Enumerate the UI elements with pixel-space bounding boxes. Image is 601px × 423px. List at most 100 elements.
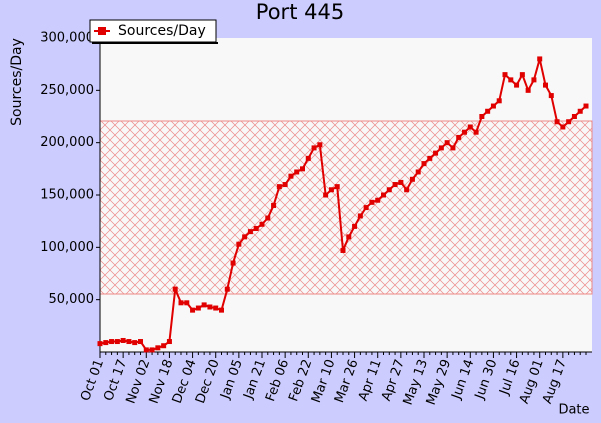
point xyxy=(444,140,450,146)
point xyxy=(195,305,201,311)
point xyxy=(126,339,132,345)
point xyxy=(230,260,236,266)
point xyxy=(566,119,572,125)
point xyxy=(97,341,103,347)
point xyxy=(340,247,346,253)
point xyxy=(409,176,415,182)
point xyxy=(537,56,543,62)
point xyxy=(473,129,479,135)
point xyxy=(247,229,253,235)
point xyxy=(583,103,589,109)
chart-title: Port 445 xyxy=(256,0,344,24)
point xyxy=(386,187,392,193)
point xyxy=(375,197,381,203)
point xyxy=(288,173,294,179)
point xyxy=(427,155,433,161)
point xyxy=(178,300,184,306)
point xyxy=(184,300,190,306)
point xyxy=(149,347,155,353)
point xyxy=(450,145,456,151)
point xyxy=(525,87,531,93)
point xyxy=(190,307,196,313)
point xyxy=(114,339,120,345)
watermark xyxy=(99,120,593,295)
point xyxy=(207,304,213,310)
point xyxy=(132,340,138,346)
point xyxy=(554,119,560,125)
point xyxy=(571,114,577,119)
point xyxy=(467,124,473,130)
point xyxy=(328,187,334,193)
point xyxy=(519,72,525,78)
point xyxy=(201,302,207,308)
point xyxy=(577,108,583,114)
point xyxy=(120,337,126,343)
point xyxy=(300,166,305,172)
y-tick-label: 300,000 xyxy=(40,31,94,46)
point xyxy=(143,347,149,353)
point xyxy=(415,169,421,175)
point xyxy=(421,161,427,167)
point xyxy=(369,199,375,205)
point xyxy=(138,339,143,345)
point xyxy=(253,225,259,231)
point xyxy=(311,145,317,151)
point xyxy=(398,179,404,185)
y-tick-label: 200,000 xyxy=(40,135,94,150)
point xyxy=(346,234,352,240)
point xyxy=(357,213,363,219)
point xyxy=(305,155,311,161)
point xyxy=(317,142,323,148)
point xyxy=(155,345,161,351)
point xyxy=(236,241,242,247)
point xyxy=(276,184,282,190)
point xyxy=(496,98,502,104)
point xyxy=(485,108,491,114)
point xyxy=(462,129,467,135)
point xyxy=(172,286,178,292)
point xyxy=(219,307,224,313)
point xyxy=(438,145,444,151)
legend: Sources/Day xyxy=(89,19,218,44)
point xyxy=(109,339,115,345)
y-axis-label: Sources/Day xyxy=(9,38,25,126)
point xyxy=(363,205,369,211)
point xyxy=(259,221,265,227)
point xyxy=(213,305,219,311)
point xyxy=(334,184,340,190)
point xyxy=(531,77,537,83)
point xyxy=(224,286,230,292)
y-tick-label: 100,000 xyxy=(40,240,94,255)
point xyxy=(433,150,439,156)
point xyxy=(161,343,167,349)
y-tick-label: 50,000 xyxy=(49,292,95,307)
point xyxy=(479,114,485,119)
point xyxy=(490,103,496,109)
point xyxy=(271,202,277,208)
legend-label: Sources/Day xyxy=(118,23,206,39)
point xyxy=(282,182,288,188)
point xyxy=(392,182,398,188)
point xyxy=(543,82,548,88)
point xyxy=(323,192,329,198)
point xyxy=(456,134,462,140)
x-axis-label: Date xyxy=(558,403,589,418)
y-tick-label: 250,000 xyxy=(40,83,94,98)
point xyxy=(352,223,358,229)
legend-marker xyxy=(98,27,106,35)
legend-shadow xyxy=(92,42,218,44)
point xyxy=(560,124,566,130)
point xyxy=(404,187,410,193)
point xyxy=(103,340,109,346)
point xyxy=(508,77,514,83)
point xyxy=(514,82,520,88)
y-tick-label: 150,000 xyxy=(40,188,94,203)
point xyxy=(548,93,554,99)
point xyxy=(265,215,271,221)
point xyxy=(381,192,386,198)
point xyxy=(242,234,248,240)
point xyxy=(166,339,172,345)
point xyxy=(294,169,300,175)
point xyxy=(502,72,508,78)
